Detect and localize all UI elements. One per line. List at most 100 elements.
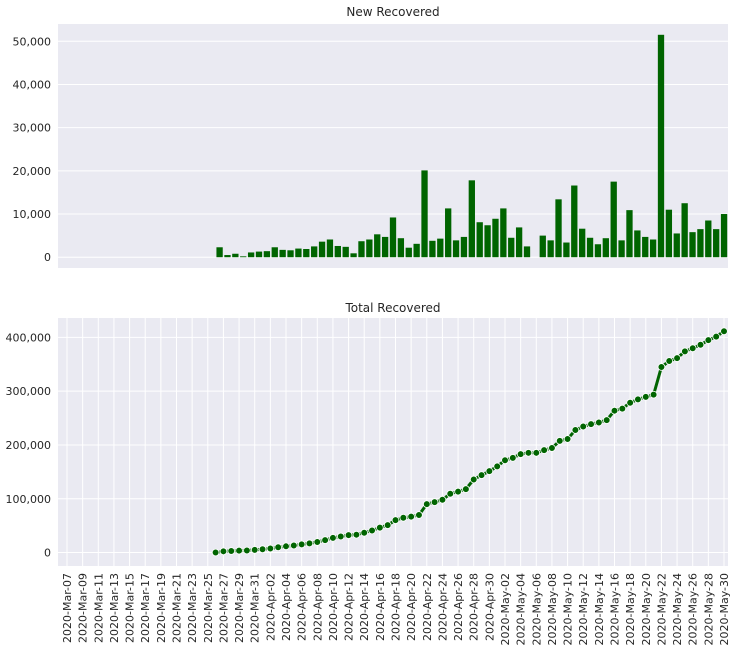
data-point: [469, 475, 478, 484]
bar: [697, 229, 704, 258]
data-point: [649, 390, 658, 399]
data-point: [235, 546, 243, 555]
bar: [381, 236, 389, 258]
data-point: [626, 398, 634, 407]
x-tick-label: 2020-May-08: [546, 573, 559, 645]
x-tick-label: 2020-Mar-31: [249, 573, 262, 643]
new-recovered-axes: 0 10,000 20,000 30,000 40,000 50,000 New Reco…: [13, 5, 728, 268]
x-tick-label: 2020-May-06: [530, 573, 543, 645]
data-point: [493, 462, 501, 471]
data-point: [282, 542, 290, 551]
bar: [705, 220, 712, 258]
total-recovered-title: Total Recovered: [344, 301, 440, 315]
data-point: [657, 363, 666, 371]
x-tick-label: 2020-Apr-14: [358, 573, 371, 641]
data-point: [391, 516, 400, 524]
x-tick-label: 2020-May-24: [671, 573, 684, 645]
y-tick-label: 40,000: [13, 78, 52, 91]
bar: [476, 222, 483, 258]
data-point: [454, 487, 462, 496]
bar: [523, 246, 531, 258]
bar: [437, 238, 444, 258]
x-tick-label: 2020-Apr-12: [343, 573, 356, 641]
bar: [452, 240, 460, 258]
data-point: [446, 489, 455, 498]
bar: [271, 247, 278, 258]
x-tick-label: 2020-Mar-09: [77, 573, 90, 643]
x-tick-label: 2020-Apr-22: [421, 573, 434, 641]
data-point: [595, 418, 603, 427]
data-point: [571, 426, 580, 434]
data-point: [681, 347, 689, 356]
bar: [492, 218, 499, 258]
y-tick-label: 300,000: [6, 385, 52, 398]
bar: [334, 245, 341, 258]
bar: [397, 238, 405, 258]
total-recovered-x-tick-labels: 2020-Mar-07 2020-Mar-09 2020-Mar-11 2020-Ma…: [61, 573, 731, 645]
bar: [405, 247, 412, 258]
data-point: [360, 528, 369, 537]
x-tick-label: 2020-May-30: [718, 573, 731, 645]
x-tick-label: 2020-Mar-11: [92, 573, 105, 643]
data-point: [555, 437, 564, 445]
data-point: [540, 446, 548, 454]
data-point: [665, 357, 674, 365]
data-point: [297, 540, 306, 549]
data-point: [290, 541, 298, 550]
data-point: [368, 526, 376, 535]
x-tick-label: 2020-Apr-28: [468, 573, 481, 641]
bar: [665, 209, 673, 258]
data-point: [274, 543, 282, 552]
data-point: [720, 327, 728, 336]
bar: [287, 250, 294, 258]
bar: [374, 234, 381, 258]
x-tick-label: 2020-Mar-17: [139, 573, 152, 643]
x-tick-label: 2020-Mar-23: [186, 573, 199, 643]
bar: [421, 170, 428, 258]
bar: [468, 180, 475, 258]
bar: [602, 238, 609, 258]
total-recovered-y-tick-labels: 0 100,000 200,000 300,000 400,000: [6, 331, 52, 559]
x-tick-label: 2020-Apr-04: [280, 573, 293, 641]
bar: [689, 232, 696, 258]
bar: [610, 181, 617, 258]
x-tick-label: 2020-Mar-29: [233, 573, 246, 643]
bar: [318, 241, 326, 258]
bar: [413, 243, 420, 258]
x-tick-label: 2020-May-18: [624, 573, 637, 645]
bar: [515, 227, 523, 258]
data-point: [563, 435, 572, 443]
bar: [255, 251, 263, 258]
data-point: [524, 449, 533, 457]
total-recovered-plot-area: [58, 318, 728, 566]
x-tick-label: 2020-Mar-27: [217, 573, 230, 643]
data-point: [485, 467, 494, 475]
data-point: [266, 544, 275, 553]
y-tick-label: 50,000: [13, 35, 52, 48]
x-tick-label: 2020-May-10: [562, 573, 575, 645]
bar: [642, 236, 649, 258]
data-point: [422, 500, 431, 508]
bar: [445, 208, 452, 258]
y-tick-label: 0: [44, 547, 51, 560]
bar: [389, 217, 397, 258]
data-point: [227, 547, 236, 555]
new-recovered-gridlines: [58, 40, 728, 258]
data-point: [430, 498, 439, 506]
x-tick-label: 2020-May-20: [640, 573, 653, 645]
bar: [358, 241, 365, 258]
new-recovered-bars: [216, 34, 728, 258]
data-point: [219, 547, 228, 556]
y-tick-label: 0: [44, 251, 51, 264]
bar: [460, 236, 468, 258]
x-tick-label: 2020-Mar-07: [61, 573, 74, 643]
y-tick-label: 400,000: [6, 331, 52, 344]
data-point: [704, 336, 713, 344]
bar: [586, 237, 594, 258]
x-tick-label: 2020-May-02: [499, 573, 512, 645]
bar: [366, 239, 373, 258]
bar: [350, 253, 357, 258]
data-point: [602, 416, 611, 424]
y-tick-label: 10,000: [13, 208, 52, 221]
